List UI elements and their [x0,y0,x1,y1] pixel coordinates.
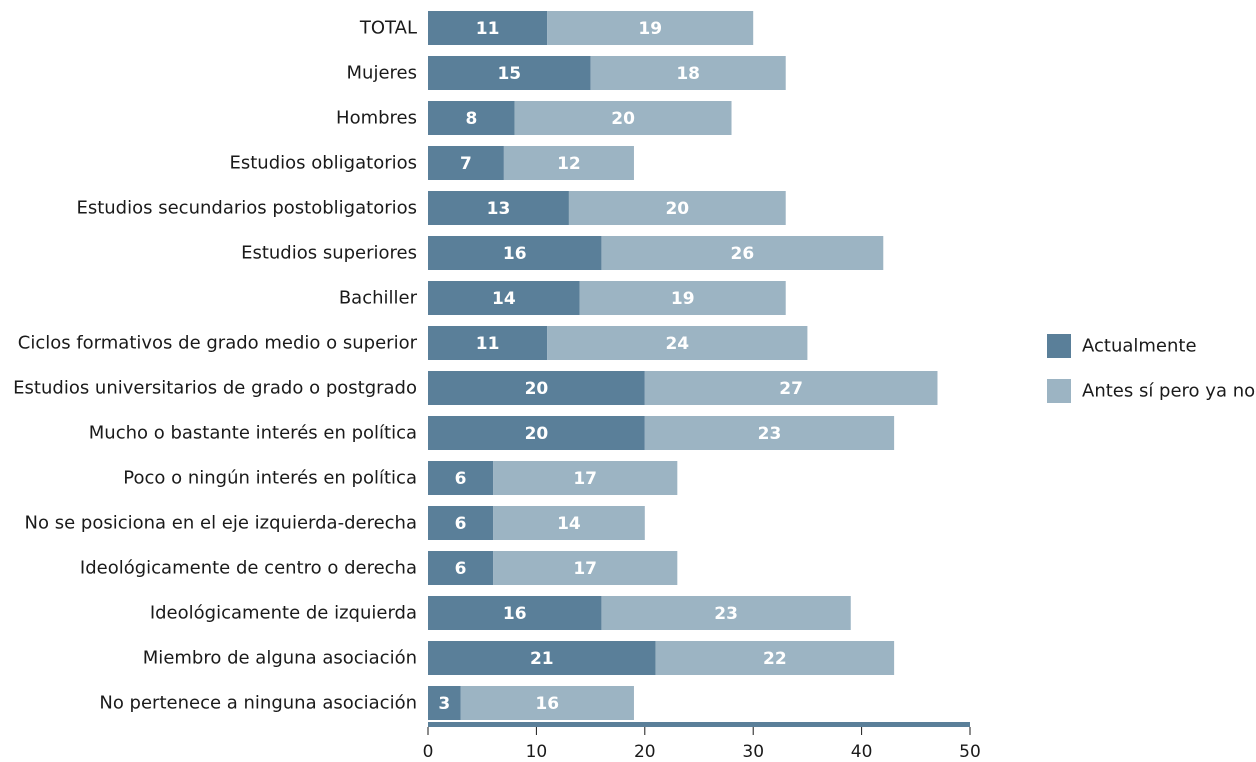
data-label: 12 [557,154,581,174]
data-label: 20 [665,199,689,219]
x-tick-label: 20 [634,742,656,762]
category-label: Estudios obligatorios [229,153,417,174]
category-label: Hombres [336,108,417,129]
category-label: Estudios superiores [241,243,417,264]
x-axis: 0 10 20 30 40 50 [423,722,981,762]
bar-actualmente [428,326,548,360]
bar-actualmente [428,11,548,45]
bar-antes-si-pero-ya-no [644,371,938,405]
data-label: 17 [573,469,597,489]
legend-label: Actualmente [1082,336,1197,357]
data-label: 16 [503,604,527,624]
data-label: 23 [758,424,782,444]
bar-actualmente [428,551,494,585]
data-label: 14 [557,514,581,534]
data-label: 24 [665,334,689,354]
x-tick-label: 40 [851,742,873,762]
data-label: 11 [476,19,500,39]
bar-antes-si-pero-ya-no [493,506,645,540]
data-label: 23 [714,604,738,624]
data-label: 19 [638,19,662,39]
bar-antes-si-pero-ya-no [655,641,895,675]
bar-antes-si-pero-ya-no [514,101,732,135]
category-label: Ideológicamente de izquierda [150,603,417,624]
data-label: 11 [476,334,500,354]
legend-swatch [1047,379,1071,403]
bar-actualmente [428,596,602,630]
bar-actualmente [428,56,591,90]
data-label: 18 [676,64,700,84]
bar-antes-si-pero-ya-no [568,191,786,225]
bar-antes-si-pero-ya-no [644,416,895,450]
category-label: Poco o ningún interés en política [123,468,417,489]
data-label: 15 [497,64,521,84]
data-label: 6 [455,469,467,489]
category-label: Estudios secundarios postobligatorios [76,198,417,219]
bar-antes-si-pero-ya-no [493,461,678,495]
data-label: 13 [487,199,511,219]
x-tick-label: 50 [959,742,981,762]
bar-actualmente [428,146,504,180]
bar-antes-si-pero-ya-no [460,686,634,720]
legend-label: Antes sí pero ya no [1082,381,1255,402]
bar-actualmente [428,461,494,495]
bar-antes-si-pero-ya-no [590,56,786,90]
category-label: Mujeres [347,63,417,84]
bar-actualmente [428,416,645,450]
category-label: TOTAL [359,18,417,39]
bar-antes-si-pero-ya-no [547,326,808,360]
category-labels: TOTAL Mujeres Hombres Estudios obligatorios… [13,18,417,714]
category-label: Bachiller [339,288,418,309]
data-label: 27 [779,379,803,399]
bar-antes-si-pero-ya-no [601,596,851,630]
category-label: Miembro de alguna asociación [143,648,417,669]
data-label: 26 [731,244,755,264]
data-label: 21 [530,649,554,669]
data-label: 20 [525,424,549,444]
data-label: 8 [465,109,477,129]
bar-actualmente [428,236,602,270]
data-label: 6 [455,514,467,534]
x-tick-label: 10 [526,742,548,762]
category-label: Ciclos formativos de grado medio o super… [18,333,418,354]
bar-actualmente [428,371,645,405]
category-label: No se posiciona en el eje izquierda-dere… [25,513,417,534]
bar-antes-si-pero-ya-no [503,146,634,180]
data-label: 17 [573,559,597,579]
data-label: 20 [611,109,635,129]
data-label: 3 [438,694,450,714]
bar-antes-si-pero-ya-no [493,551,678,585]
bar-actualmente [428,281,580,315]
data-label: 7 [460,154,472,174]
data-label: 19 [671,289,695,309]
data-label: 20 [525,379,549,399]
data-label: 6 [455,559,467,579]
data-label: 16 [535,694,559,714]
bar-actualmente [428,191,569,225]
category-label: Estudios universitarios de grado o postg… [13,378,417,399]
category-label: No pertenece a ninguna asociación [99,693,417,714]
x-axis-line [428,722,970,727]
category-label: Ideológicamente de centro o derecha [80,558,417,579]
bar-actualmente [428,686,461,720]
bar-antes-si-pero-ya-no [601,236,884,270]
x-tick-label: 30 [742,742,764,762]
legend: Actualmente Antes sí pero ya no [1047,334,1255,403]
bar-antes-si-pero-ya-no [579,281,786,315]
bar-actualmente [428,506,494,540]
bars-group: 11 19 15 18 8 20 7 12 13 20 16 26 14 19 11 24 20 27 20 23 6 1… [428,11,938,720]
bar-actualmente [428,641,656,675]
data-label: 16 [503,244,527,264]
x-tick-label: 0 [423,742,434,762]
bar-antes-si-pero-ya-no [547,11,754,45]
data-label: 14 [492,289,516,309]
legend-swatch [1047,334,1071,358]
category-label: Mucho o bastante interés en política [89,423,417,444]
data-label: 22 [763,649,787,669]
bar-actualmente [428,101,515,135]
